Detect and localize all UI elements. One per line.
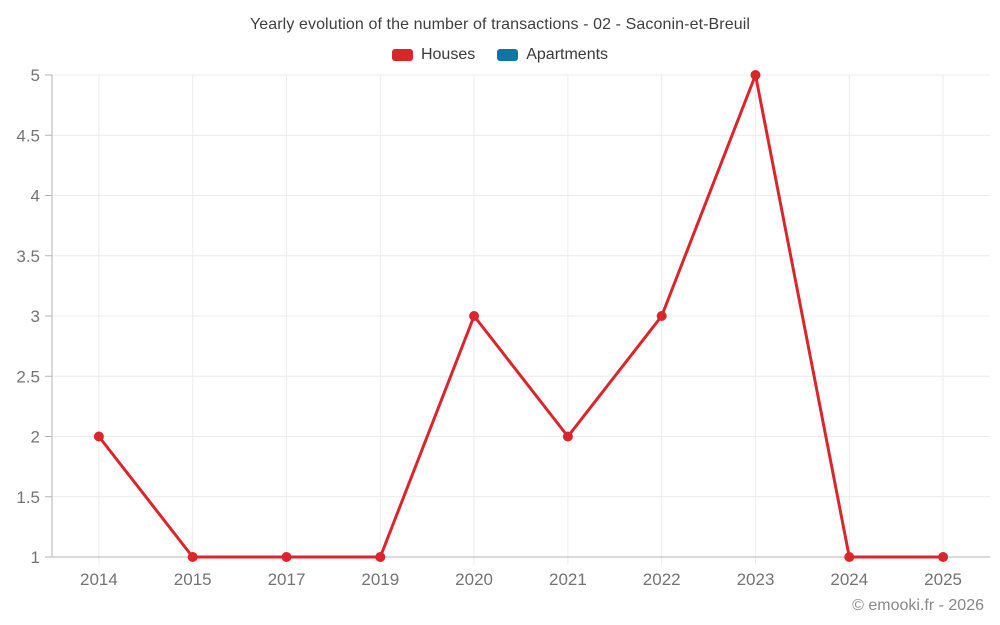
apartments-swatch-icon (497, 49, 519, 61)
data-point-houses-2015[interactable] (187, 552, 198, 562)
series-line-houses (97, 73, 945, 559)
data-point-houses-2019[interactable] (375, 552, 386, 562)
chart-title: Yearly evolution of the number of transa… (249, 16, 751, 33)
data-point-houses-2025[interactable] (938, 552, 949, 562)
x-axis-label: 2022 (643, 570, 681, 589)
data-point-houses-2020[interactable] (469, 311, 480, 321)
x-axis-label: 2015 (174, 570, 212, 589)
y-axis-label: 4.5 (16, 126, 40, 145)
x-axis-label: 2020 (455, 570, 493, 589)
y-axis-label: 1 (31, 548, 40, 567)
y-axis-label: 4 (31, 187, 40, 206)
data-point-houses-2024[interactable] (844, 552, 855, 562)
data-point-houses-2014[interactable] (93, 431, 104, 442)
y-axis-label: 1.5 (16, 488, 40, 507)
legend-item-apartments[interactable]: Apartments (497, 46, 608, 64)
data-point-houses-2023[interactable] (750, 70, 761, 80)
chart-legend: Houses Apartments (0, 46, 1000, 64)
x-axis-label: 2025 (924, 570, 962, 589)
x-axis-label: 2019 (361, 570, 399, 589)
x-axis-label: 2024 (830, 570, 868, 589)
legend-label-houses: Houses (420, 46, 476, 63)
y-axis-label: 2 (31, 428, 40, 447)
x-axis-label: 2023 (737, 570, 775, 589)
y-axis-label: 2.5 (16, 367, 40, 386)
x-axis-label: 2017 (268, 570, 306, 589)
x-axis-label: 2014 (80, 570, 118, 589)
data-point-houses-2022[interactable] (656, 311, 667, 321)
houses-swatch-icon (391, 49, 413, 61)
watermark: © emooki.fr - 2026 (852, 597, 984, 614)
y-axis-label: 3.5 (16, 247, 40, 266)
legend-item-houses[interactable]: Houses (391, 46, 476, 64)
legend-label-apartments: Apartments (526, 46, 609, 63)
y-axis-label: 3 (31, 307, 40, 326)
x-axis-label: 2021 (549, 570, 587, 589)
data-point-houses-2021[interactable] (562, 431, 573, 442)
data-point-houses-2017[interactable] (281, 552, 292, 562)
y-axis-label: 5 (31, 66, 40, 85)
